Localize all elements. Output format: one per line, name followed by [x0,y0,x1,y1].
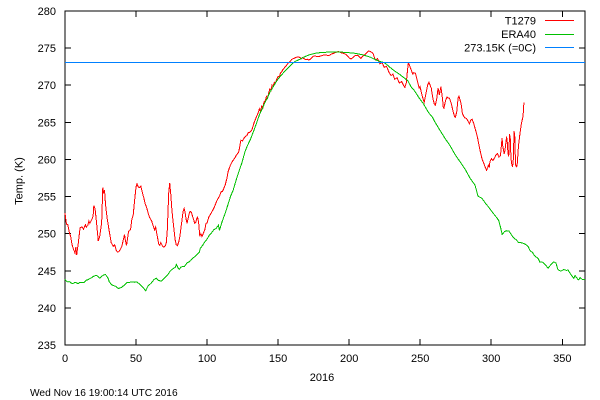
svg-text:100: 100 [198,353,216,365]
svg-text:275: 275 [38,43,56,55]
svg-text:250: 250 [411,353,429,365]
svg-text:ERA40: ERA40 [501,29,536,41]
svg-text:2016: 2016 [310,372,334,384]
svg-text:Temp. (K): Temp. (K) [14,157,26,205]
svg-text:270: 270 [38,80,56,92]
svg-text:240: 240 [38,303,56,315]
svg-text:265: 265 [38,117,56,129]
svg-text:50: 50 [130,353,142,365]
svg-text:200: 200 [340,353,358,365]
svg-text:300: 300 [482,353,500,365]
svg-text:Wed Nov 16 19:00:14 UTC 2016: Wed Nov 16 19:00:14 UTC 2016 [30,388,178,399]
svg-text:255: 255 [38,192,56,204]
svg-text:250: 250 [38,229,56,241]
svg-text:0: 0 [62,353,68,365]
svg-text:245: 245 [38,266,56,278]
svg-text:260: 260 [38,154,56,166]
svg-text:235: 235 [38,340,56,352]
svg-text:273.15K (=0C): 273.15K (=0C) [464,43,536,55]
svg-text:350: 350 [553,353,571,365]
svg-text:280: 280 [38,6,56,18]
svg-text:150: 150 [269,353,287,365]
svg-text:T1279: T1279 [505,16,536,28]
